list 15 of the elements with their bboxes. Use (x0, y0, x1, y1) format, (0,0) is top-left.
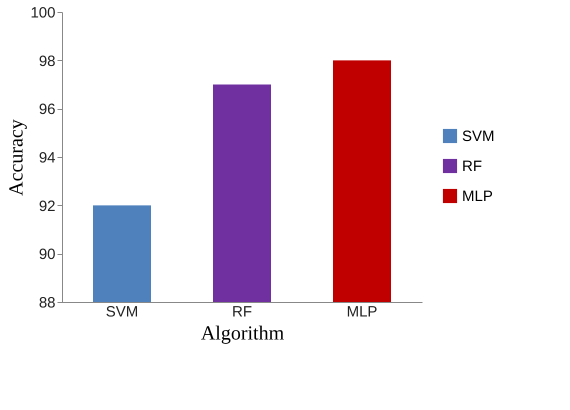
y-tick-label: 100 (30, 4, 56, 22)
legend-label: RF (462, 158, 482, 175)
x-tick-label: MLP (346, 304, 378, 320)
y-tick-label: 94 (38, 150, 56, 166)
legend-label: MLP (462, 188, 493, 205)
y-tick-label: 92 (38, 198, 56, 215)
x-tick-label: SVM (106, 304, 138, 320)
legend-label: SVM (462, 128, 495, 145)
y-tick-label: 88 (38, 294, 56, 312)
y-tick-label: 98 (38, 52, 56, 70)
x-axis-title: Algorithm (200, 322, 285, 344)
y-tick-label: 90 (38, 246, 56, 264)
x-tick-label: RF (232, 304, 252, 320)
y-tick-label: 96 (38, 101, 56, 118)
y-axis-title: Accuracy (5, 119, 28, 196)
